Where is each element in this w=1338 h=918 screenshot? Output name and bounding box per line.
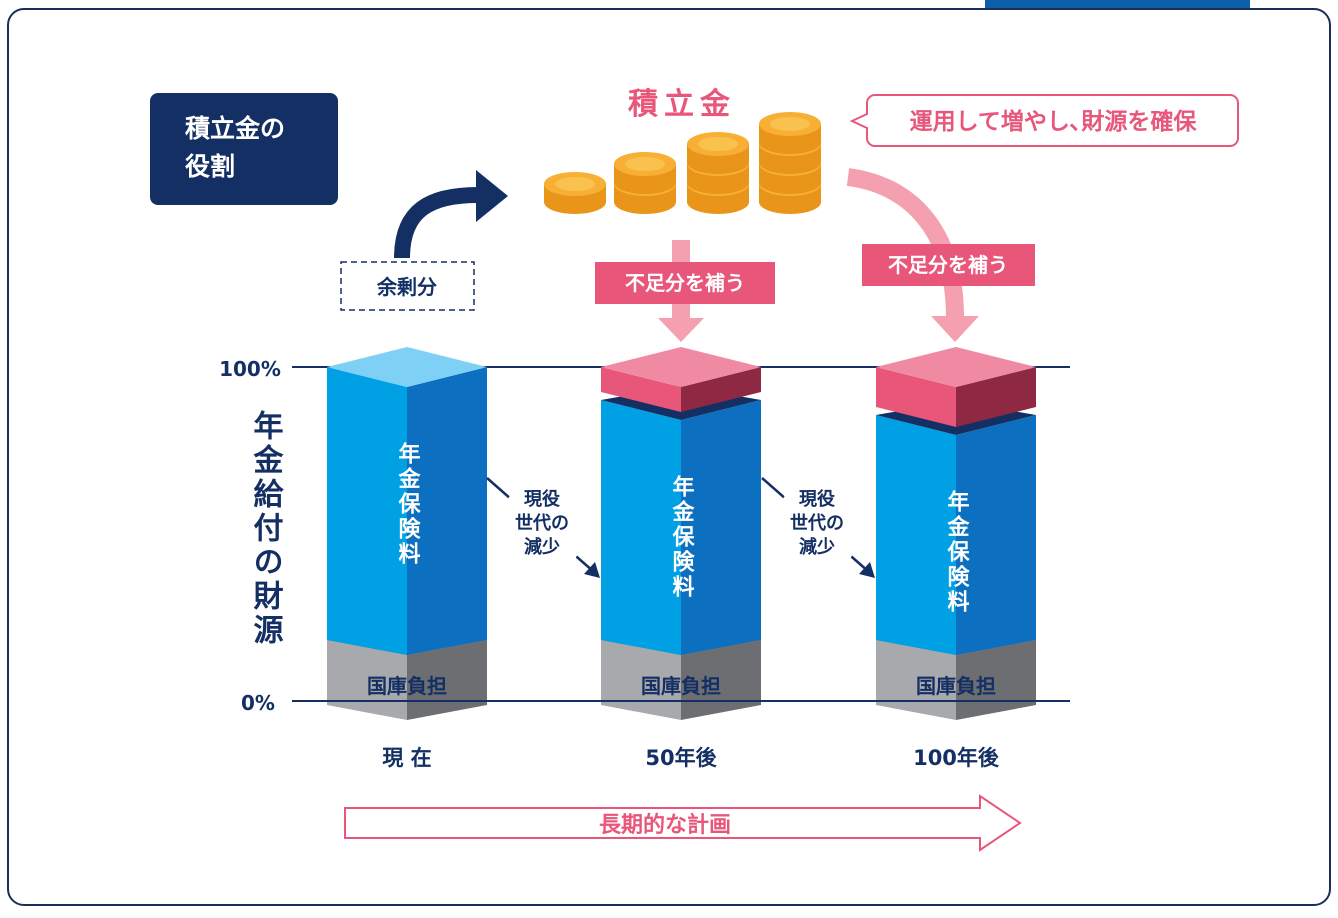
column-label: 100年後	[913, 746, 1000, 770]
axis-label: 年金給付の財源	[248, 410, 285, 648]
title: 役割	[185, 152, 235, 181]
diagram: 積立金の 役割 積立金 運用して増やし､財源を確保 余剰分 不足分を補う 不足分…	[0, 0, 1338, 914]
decline-label: 現役	[799, 488, 835, 510]
premium-label: 年金保険料	[669, 474, 696, 600]
logo-fragment	[985, 0, 1250, 8]
title-box	[150, 93, 338, 205]
decline-label: 世代の	[790, 513, 844, 534]
bubble-text: 運用して増やし､財源を確保	[910, 108, 1198, 135]
axis-top-label: 100%	[219, 357, 281, 381]
reserve-label: 積立金	[628, 87, 736, 122]
axis-bottom-label: 0%	[241, 691, 275, 715]
title: 積立金の	[185, 114, 285, 143]
coin-inner	[555, 177, 595, 191]
supplement-label: 不足分を補う	[625, 271, 745, 295]
subsidy-label: 国庫負担	[916, 674, 996, 698]
decline-label: 減少	[799, 536, 835, 558]
decline-label: 現役	[524, 488, 560, 510]
subsidy-label: 国庫負担	[641, 674, 721, 698]
surplus-label: 余剰分	[376, 275, 437, 299]
supplement-label: 不足分を補う	[888, 253, 1008, 277]
subsidy-label: 国庫負担	[367, 674, 447, 698]
column-label: 現 在	[382, 746, 431, 770]
premium-label: 年金保険料	[944, 489, 971, 615]
plan-label: 長期的な計画	[599, 812, 731, 838]
column-label: 50年後	[645, 746, 717, 770]
coin-inner	[625, 157, 665, 171]
decline-label: 減少	[524, 536, 560, 558]
coin-inner	[770, 117, 810, 131]
coin-inner	[698, 137, 738, 151]
premium-label: 年金保険料	[395, 441, 422, 567]
decline-label: 世代の	[515, 513, 569, 534]
